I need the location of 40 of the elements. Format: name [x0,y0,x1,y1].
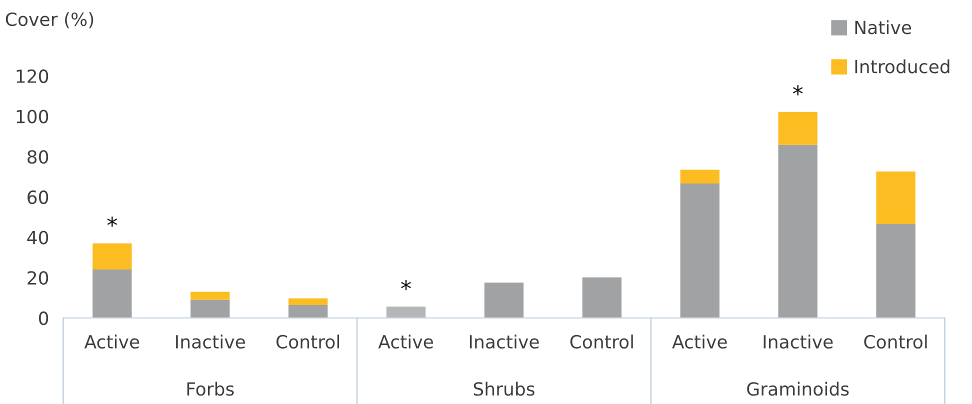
bar [778,112,818,145]
legend-label: Introduced [855,59,950,74]
text: Forbs [187,382,234,396]
y-tick-label: 80 [28,150,48,164]
x-tick-label: Inactive [470,334,539,349]
y-tick-label: 20 [28,271,48,285]
x-tick-label: Control [276,334,340,349]
data-label: * [107,216,118,227]
y-tick-label: 120 [16,69,48,84]
y-tick-label: 0 [38,311,48,326]
bar [288,298,328,306]
y-tick-label: 60 [28,190,48,204]
bar [288,305,328,318]
x-tick-label: Inactive [764,334,833,349]
y-tick-label: 100 [16,110,48,124]
bar [680,183,720,318]
data-label: * [792,85,803,96]
text: Graminoids [747,382,849,396]
bar [190,300,230,318]
x-tick-label: Control [864,334,927,349]
bar [386,306,426,318]
x-tick-label: Active [84,334,140,349]
legend-label: Native [855,20,912,34]
bar [582,277,622,318]
bar [190,292,230,300]
y-tick-label: 40 [27,230,48,244]
bar [92,243,132,270]
y-axis-title: Cover (%) [6,12,94,28]
x-tick-label: Inactive [176,334,245,349]
bar [92,270,132,318]
data-label: * [401,280,411,290]
bar [680,170,720,184]
x-tick-label: Active [672,334,727,349]
x-tick-label: Active [378,334,433,349]
bar [778,144,818,318]
bar [484,282,524,318]
bar [876,224,916,318]
bar [876,172,916,224]
text: Shrubs [474,382,534,396]
x-tick-label: Control [570,334,633,349]
